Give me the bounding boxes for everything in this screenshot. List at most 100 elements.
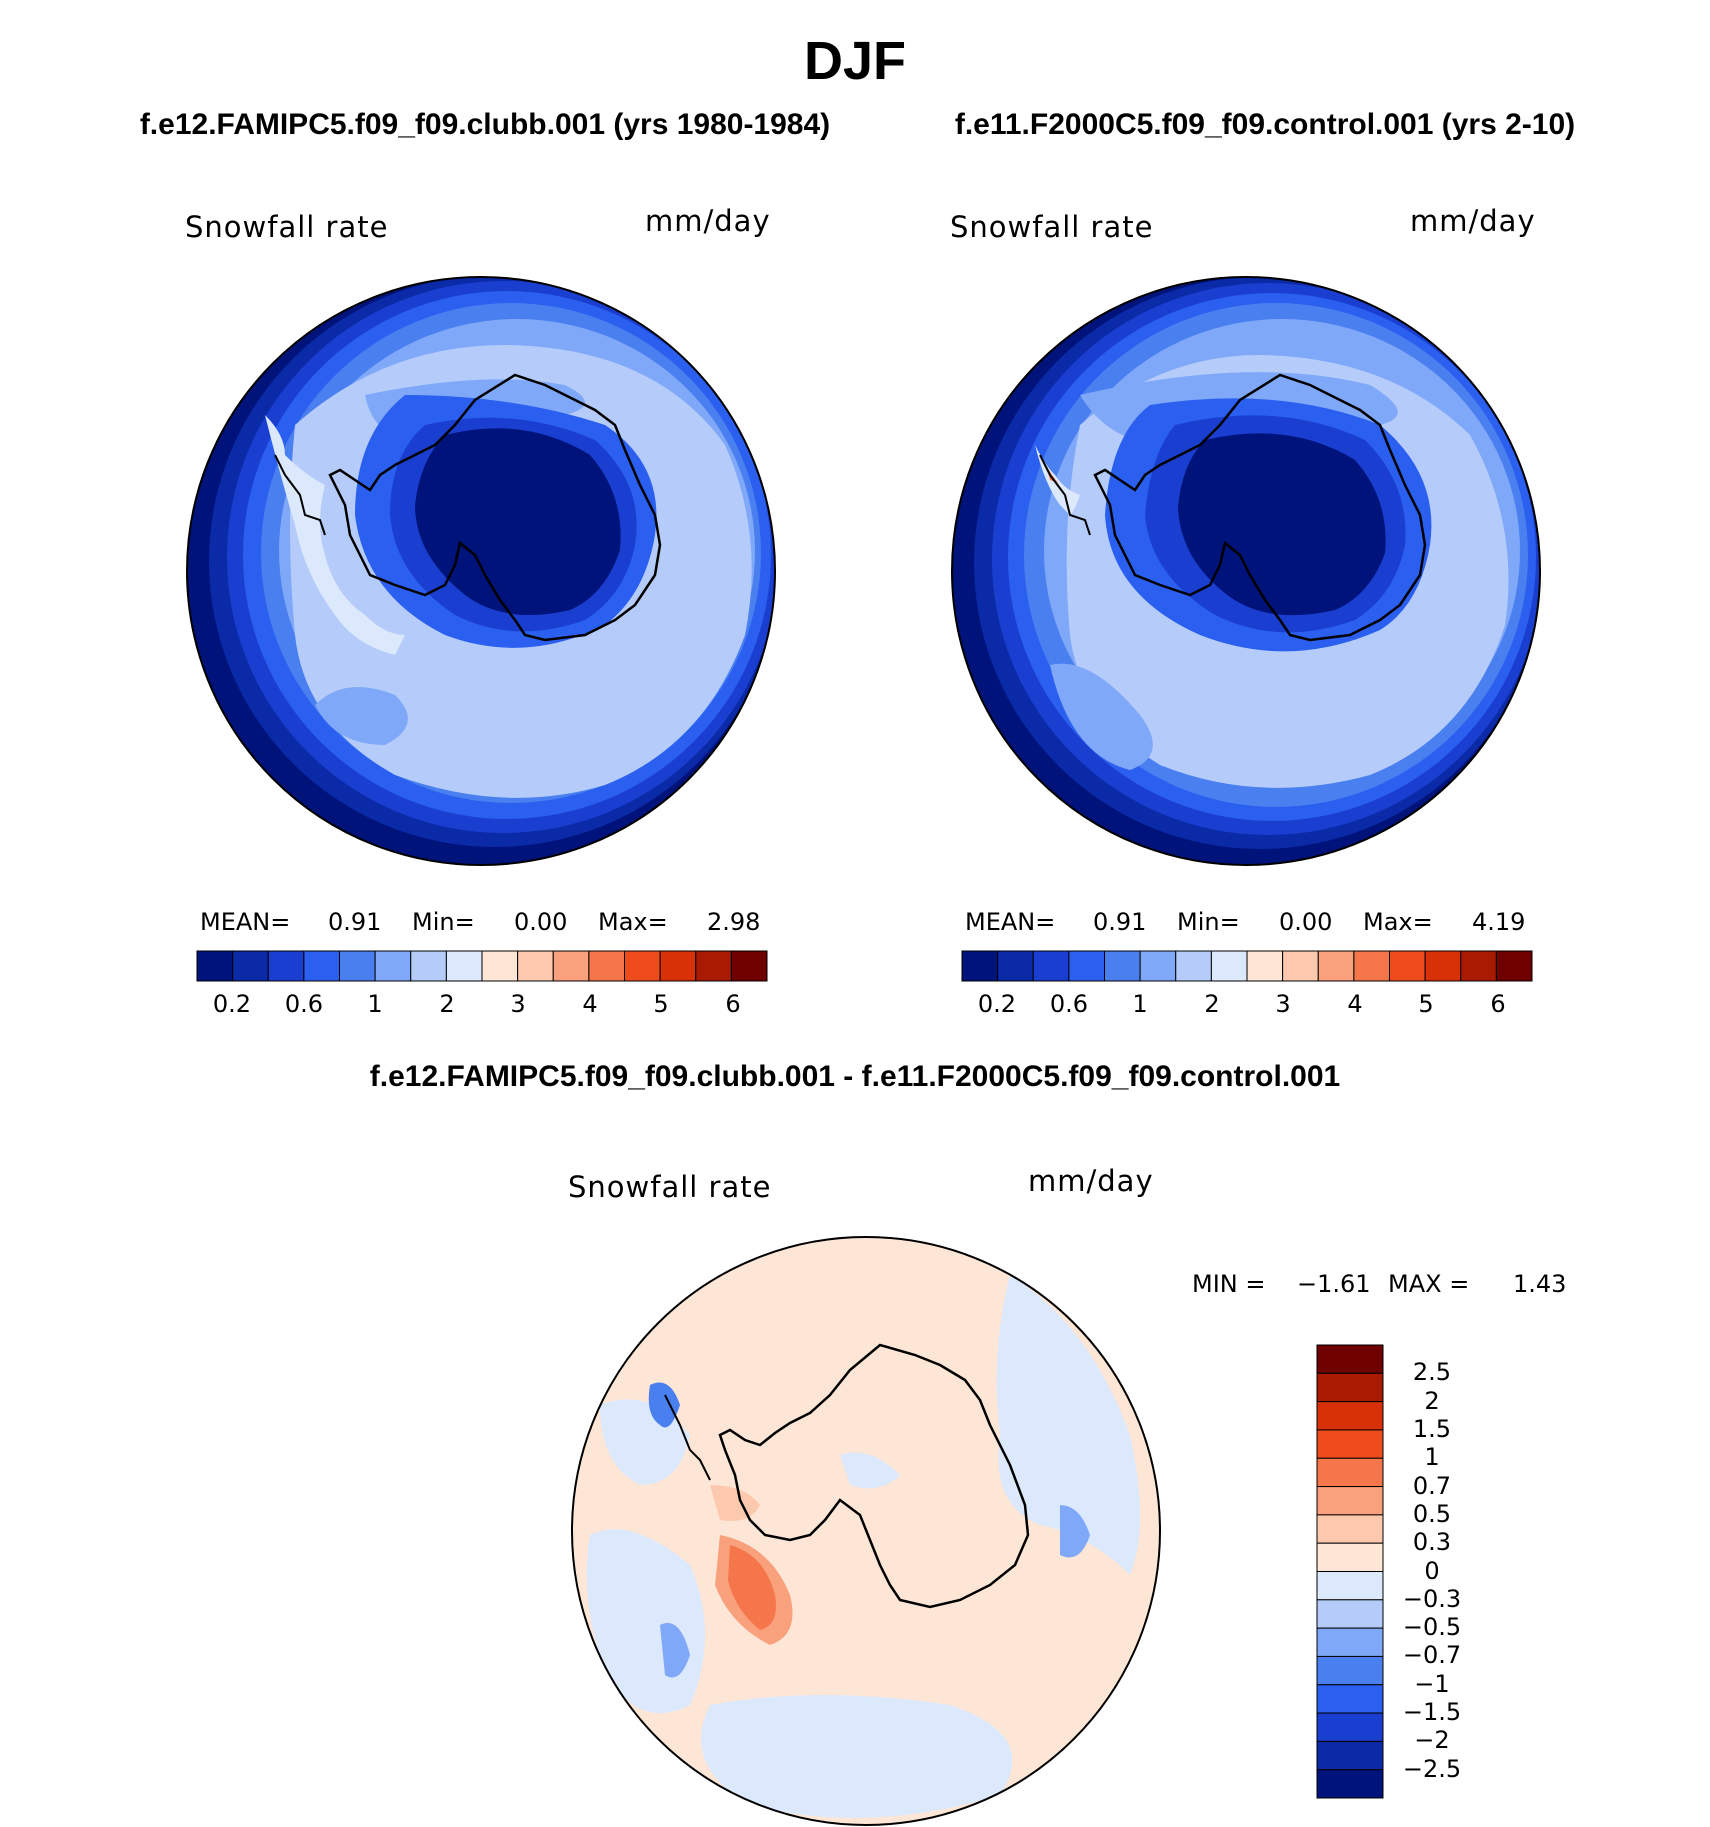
panel-2-variable: Snowfall rate (950, 210, 1154, 244)
difference-min-label: MIN = (1192, 1270, 1266, 1298)
panel-1-map-border (186, 276, 776, 866)
panel-1-variable: Snowfall rate (185, 210, 389, 244)
panel-2-map-border (951, 276, 1541, 866)
colorbar-cell (481, 950, 519, 982)
difference-variable: Snowfall rate (568, 1170, 772, 1204)
difference-tick: 2 (1424, 1386, 1440, 1415)
colorbar-cell (1282, 950, 1319, 982)
colorbar-cell (1316, 1429, 1384, 1459)
difference-tick: −1 (1414, 1669, 1450, 1698)
colorbar-cell (1316, 1769, 1384, 1799)
colorbar-cell (961, 950, 999, 982)
colorbar-cell (1316, 1684, 1384, 1714)
colorbar-cell (374, 950, 412, 982)
colorbar-cell (588, 950, 625, 982)
difference-tick: 1 (1424, 1443, 1440, 1472)
difference-tick: 1.5 (1412, 1414, 1452, 1443)
panel-2-map (951, 276, 1541, 866)
panel-2-mean-label: MEAN= (965, 908, 1056, 936)
panel-1-units: mm/day (645, 204, 771, 238)
main-title: DJF (803, 31, 906, 91)
panel-1-case-title: f.e12.FAMIPC5.f09_f09.clubb.001 (yrs 198… (139, 108, 831, 141)
colorbar-cell (1495, 950, 1533, 982)
colorbar-cell (1246, 950, 1284, 982)
colorbar-cell (695, 950, 732, 982)
difference-title: f.e12.FAMIPC5.f09_f09.clubb.001 - f.e11.… (369, 1060, 1341, 1093)
difference-map (571, 1236, 1161, 1826)
panel-2-tick: 5 (1418, 990, 1434, 1018)
panel-1-tick: 0.6 (284, 990, 324, 1018)
difference-tick: −0.5 (1402, 1613, 1462, 1642)
difference-tick: −1.5 (1402, 1698, 1462, 1727)
colorbar-cell (1316, 1344, 1384, 1374)
difference-tick: −0.7 (1402, 1641, 1462, 1670)
colorbar-cell (1316, 1372, 1384, 1403)
panel-2-colorbar (961, 950, 1533, 982)
panel-1-min-label: Min= (412, 908, 475, 936)
panel-1-max-label: Max= (598, 908, 668, 936)
colorbar-cell (517, 950, 554, 982)
difference-max-value: 1.43 (1513, 1270, 1567, 1298)
panel-2-units: mm/day (1410, 204, 1536, 238)
difference-tick: −2 (1414, 1726, 1450, 1755)
colorbar-cell (624, 950, 661, 982)
panel-1-map (186, 276, 776, 866)
colorbar-cell (303, 950, 340, 982)
panel-1-tick: 3 (510, 990, 526, 1018)
panel-1-tick: 5 (653, 990, 669, 1018)
panel-1-tick: 1 (367, 990, 383, 1018)
panel-1-colorbar (196, 950, 768, 982)
colorbar-cell (659, 950, 697, 982)
panel-2-tick: 3 (1275, 990, 1291, 1018)
panel-2-tick: 1 (1132, 990, 1148, 1018)
difference-tick: 0.7 (1412, 1471, 1452, 1500)
difference-min-value: −1.61 (1297, 1270, 1371, 1298)
difference-max-label: MAX = (1388, 1270, 1470, 1298)
panel-2-tick: 0.6 (1049, 990, 1089, 1018)
difference-peninsula-positive (728, 1545, 776, 1630)
panel-2-min-value: 0.00 (1279, 908, 1333, 936)
panel-1-tick: 6 (725, 990, 741, 1018)
colorbar-cell (1316, 1571, 1384, 1601)
colorbar-cell (1316, 1655, 1384, 1686)
panel-2-min-label: Min= (1177, 908, 1240, 936)
colorbar-cell (1068, 950, 1105, 982)
colorbar-cell (1460, 950, 1497, 982)
difference-tick: −0.3 (1402, 1584, 1462, 1613)
colorbar-cell (1316, 1740, 1384, 1771)
colorbar-cell (1424, 950, 1462, 982)
colorbar-cell (410, 950, 447, 982)
colorbar-cell (1104, 950, 1141, 982)
panel-1-tick: 4 (582, 990, 598, 1018)
difference-tick: 0.3 (1412, 1528, 1452, 1557)
colorbar-cell (997, 950, 1034, 982)
panel-2-tick: 6 (1490, 990, 1506, 1018)
panel-2-tick: 0.2 (977, 990, 1017, 1018)
panel-2-max-value: 4.19 (1472, 908, 1526, 936)
panel-1-mean-label: MEAN= (200, 908, 291, 936)
panel-2-max-label: Max= (1363, 908, 1433, 936)
panel-2-tick: 2 (1204, 990, 1220, 1018)
colorbar-cell (1210, 950, 1248, 982)
panel-1-tick: 2 (439, 990, 455, 1018)
colorbar-cell (1353, 950, 1390, 982)
colorbar-cell (1316, 1486, 1384, 1516)
colorbar-cell (1316, 1457, 1384, 1488)
panel-1-mean-value: 0.91 (328, 908, 382, 936)
colorbar-cell (339, 950, 376, 982)
panel-2-tick: 4 (1347, 990, 1363, 1018)
colorbar-cell (1316, 1599, 1384, 1629)
colorbar-cell (267, 950, 305, 982)
difference-tick: 2.5 (1412, 1358, 1452, 1387)
colorbar-cell (552, 950, 590, 982)
difference-coastline (718, 1343, 1030, 1609)
difference-units: mm/day (1028, 1164, 1154, 1198)
panel-2-case-title: f.e11.F2000C5.f09_f09.control.001 (yrs 2… (954, 108, 1576, 141)
colorbar-cell (730, 950, 768, 982)
difference-tick: 0.5 (1412, 1499, 1452, 1528)
colorbar-cell (1316, 1627, 1384, 1657)
colorbar-cell (1175, 950, 1212, 982)
difference-colorbar (1316, 1344, 1384, 1799)
panel-2-antarctic-interior (1178, 433, 1386, 616)
colorbar-cell (445, 950, 483, 982)
